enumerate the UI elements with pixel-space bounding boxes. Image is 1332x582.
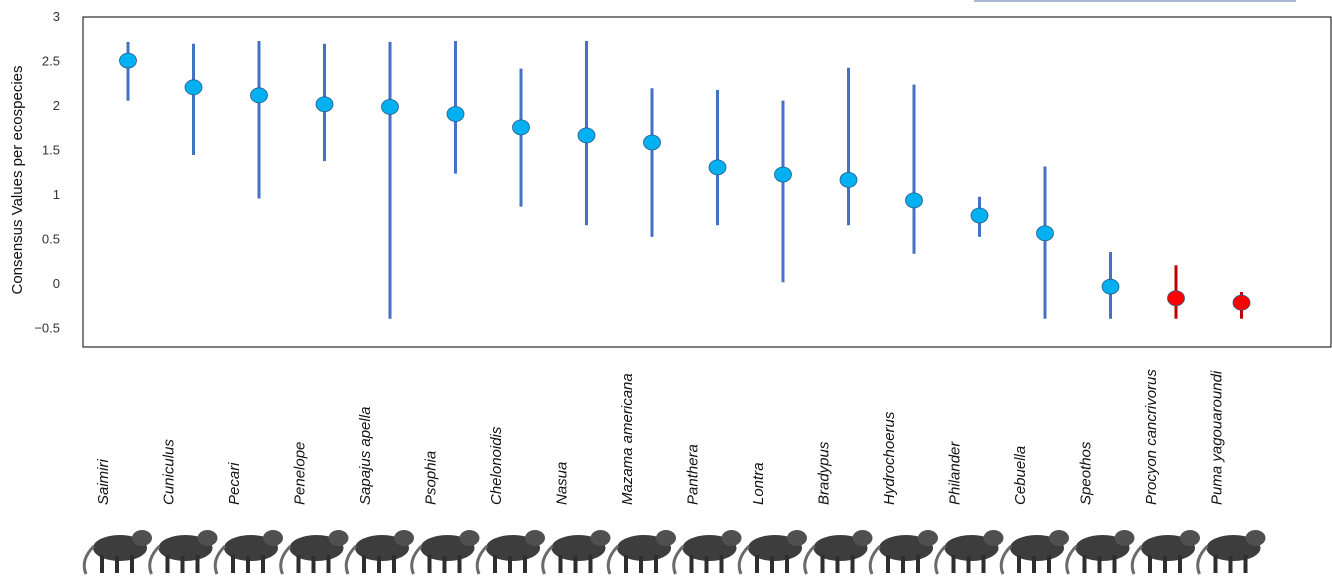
sloth-icon (803, 530, 873, 575)
y-tick-label: 1 (53, 187, 60, 202)
y-tick-label: −0.5 (34, 321, 60, 336)
data-point (643, 134, 661, 151)
data-point (774, 166, 792, 183)
data-point (119, 52, 137, 69)
tortoise-icon (475, 530, 545, 575)
species-label: Cuniculus (161, 439, 178, 505)
plot-area-frame (82, 16, 1332, 348)
species-label: Saimiri (95, 458, 112, 505)
jaguarundi-icon (1196, 530, 1266, 575)
jaguar-icon (672, 530, 742, 575)
data-point (184, 79, 203, 96)
species-label: Penelope (292, 442, 309, 505)
species-label: Speothos (1078, 441, 1095, 505)
species-label: Nasua (554, 462, 571, 505)
species-label: Mazama americana (619, 373, 636, 505)
species-label: Hydrochoerus (881, 411, 898, 505)
data-point (315, 96, 334, 113)
data-point (512, 119, 530, 136)
species-label: Panthera (685, 444, 702, 505)
data-point (905, 192, 923, 209)
data-point (577, 127, 596, 144)
species-label: Puma yagouaroundi (1209, 370, 1226, 505)
data-point (446, 106, 465, 122)
bush-dog-icon (1065, 530, 1135, 575)
x-axis-labels: Saimiri Cuniculus Pecari Penelope Sapajus ap… (95, 369, 1226, 505)
otter-icon (737, 530, 807, 575)
opossum-icon (934, 530, 1004, 575)
data-point (1036, 225, 1054, 242)
data-point (970, 207, 989, 224)
species-label: Cebuella (1012, 446, 1029, 505)
paca-icon (148, 530, 218, 575)
species-label: Psophia (423, 451, 440, 505)
data-point (708, 159, 727, 176)
data-point (1232, 294, 1251, 311)
coati-icon (541, 530, 611, 575)
y-tick-label: 2.5 (42, 54, 60, 69)
raccoon-icon (1130, 530, 1200, 575)
species-label: Pecari (226, 462, 243, 505)
species-label: Procyon cancrivorus (1143, 369, 1160, 505)
capybara-icon (868, 530, 938, 575)
species-illustrations (82, 530, 1266, 575)
marmoset-icon (999, 530, 1069, 575)
y-tick-label: 3 (53, 9, 60, 24)
data-point (1167, 290, 1185, 307)
data-point (250, 87, 268, 104)
peccary-icon (213, 530, 283, 575)
data-point (839, 171, 858, 188)
error-bars (126, 41, 1243, 319)
trumpeter-bird-icon (410, 530, 480, 575)
squirrel-monkey-icon (82, 530, 152, 575)
y-tick-label: 0.5 (42, 232, 60, 247)
data-points (119, 52, 1251, 311)
y-tick-label: 2 (53, 98, 60, 113)
data-point (381, 98, 399, 115)
species-label: Chelonoidis (488, 426, 505, 505)
y-axis-label: Consensus Values per ecospecies (9, 65, 26, 294)
brocket-deer-icon (606, 530, 676, 575)
y-tick-label: 0 (53, 276, 60, 291)
species-label: Lontra (750, 462, 767, 505)
species-label: Philander (947, 441, 964, 505)
data-point (1101, 278, 1120, 295)
y-tick-label: 1.5 (42, 143, 60, 158)
species-label: Sapajus apella (357, 407, 374, 505)
y-axis: 3 2.5 2 1.5 1 0.5 0 −0.5 (34, 9, 60, 336)
capuchin-monkey-icon (344, 530, 414, 575)
species-label: Bradypus (816, 441, 833, 505)
guan-bird-icon (279, 530, 349, 575)
